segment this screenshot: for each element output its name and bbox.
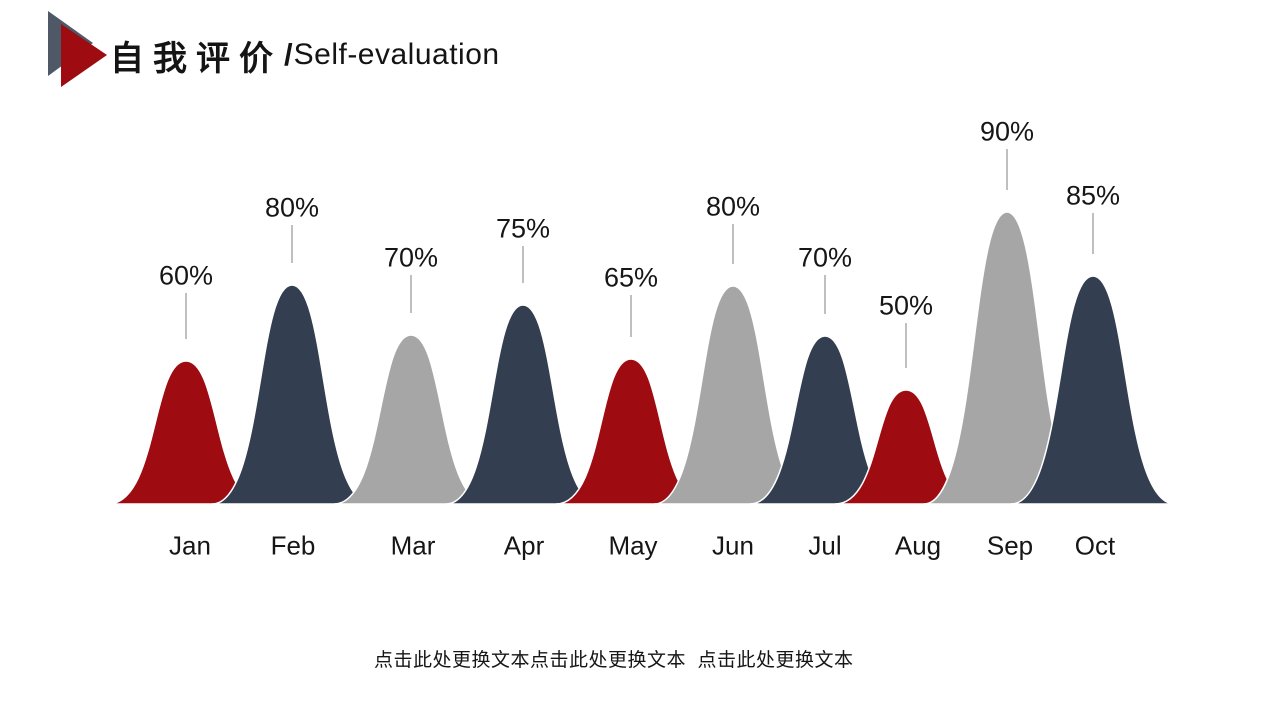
hill-may (555, 358, 707, 505)
page-title-en: Self-evaluation (293, 38, 500, 71)
month-label-may: May (608, 530, 657, 560)
month-label-jan: Jan (169, 530, 211, 560)
page-title: 自我评价 / Self-evaluation (110, 30, 500, 80)
value-label-mar: 70% (384, 243, 438, 273)
month-label-apr: Apr (504, 530, 545, 560)
value-label-jul: 70% (798, 243, 852, 273)
month-label-oct: Oct (1075, 530, 1116, 560)
month-label-sep: Sep (987, 530, 1033, 560)
slide-header: 自我评价 / Self-evaluation (0, 0, 1280, 100)
value-label-may: 65% (604, 263, 658, 293)
value-label-feb: 80% (265, 193, 319, 223)
page-title-slash: / (284, 37, 293, 72)
value-label-apr: 75% (496, 214, 550, 244)
month-label-jun: Jun (712, 530, 754, 560)
page-title-zh: 自我评价 (110, 39, 282, 78)
value-label-aug: 50% (879, 291, 933, 321)
hill-feb (211, 284, 373, 505)
month-label-mar: Mar (391, 530, 436, 560)
hill-oct (1010, 275, 1176, 505)
month-label-aug: Aug (895, 530, 941, 560)
value-label-oct: 85% (1066, 181, 1120, 211)
header-logo-icon (48, 11, 107, 87)
value-label-jan: 60% (159, 261, 213, 291)
value-label-jun: 80% (706, 192, 760, 222)
value-label-sep: 90% (980, 117, 1034, 147)
hill-mar (333, 334, 489, 505)
month-label-jul: Jul (808, 530, 841, 560)
month-label-feb: Feb (271, 530, 316, 560)
hill-apr (445, 304, 601, 505)
hill-jan (107, 360, 265, 505)
placeholder-caption: 点击此处更换文本点击此处更换文本 点击此处更换文本 (374, 650, 854, 671)
